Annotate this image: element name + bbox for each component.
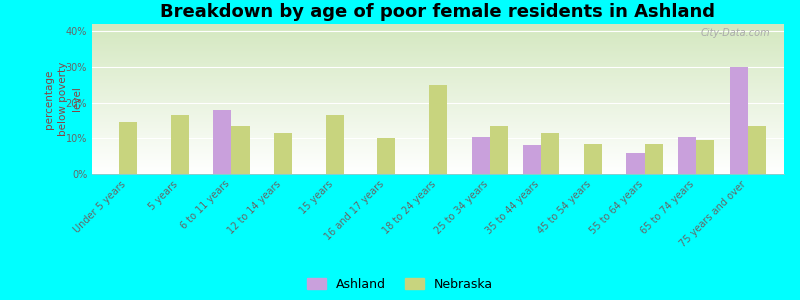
Bar (626, 153, 645, 174)
Bar (471, 136, 490, 174)
Bar (214, 110, 231, 174)
Bar (645, 144, 662, 174)
Bar (119, 122, 137, 174)
Legend: Ashland, Nebraska: Ashland, Nebraska (307, 278, 493, 291)
Bar (490, 126, 508, 174)
Bar (378, 138, 395, 174)
Bar (523, 146, 542, 174)
Bar (584, 144, 602, 174)
Text: City-Data.com: City-Data.com (701, 28, 770, 38)
Bar (696, 140, 714, 174)
Bar (231, 126, 250, 174)
Bar (542, 133, 559, 174)
Bar (326, 115, 344, 174)
Bar (429, 85, 447, 174)
Bar (170, 115, 189, 174)
Bar (678, 136, 696, 174)
Bar (730, 67, 748, 174)
Y-axis label: percentage
below poverty
level: percentage below poverty level (44, 62, 82, 136)
Bar (748, 126, 766, 174)
Title: Breakdown by age of poor female residents in Ashland: Breakdown by age of poor female resident… (161, 3, 715, 21)
Bar (274, 133, 292, 174)
